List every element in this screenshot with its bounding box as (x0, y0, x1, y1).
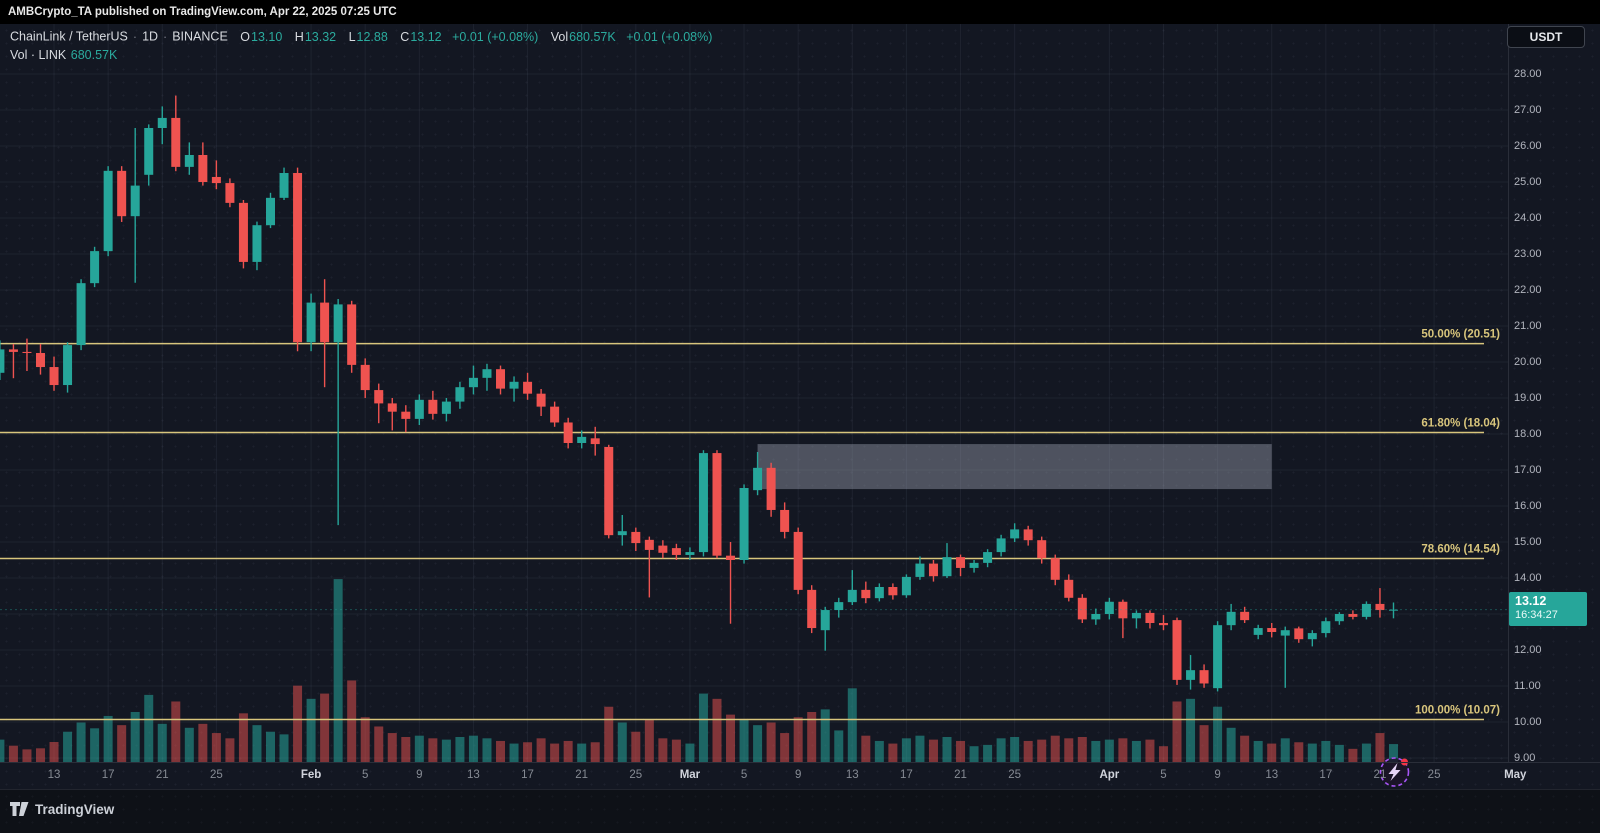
open-value: 13.10 (251, 29, 283, 44)
price-tick: 21.00 (1514, 320, 1542, 332)
time-tick: 13 (845, 769, 859, 781)
separator-dot: · (163, 29, 168, 44)
time-tick: 13 (467, 769, 480, 781)
price-tick: 19.00 (1514, 392, 1542, 404)
price-tick: 10.00 (1514, 716, 1542, 728)
fib-retracement[interactable]: 50.00% (20.51) 61.80% (18.04) 78.60% (14.5… (0, 329, 1500, 721)
candlestick-series (0, 95, 1398, 692)
last-price-value: 13.12 (1515, 594, 1547, 608)
time-tick: 21 (1373, 769, 1387, 781)
high-value: 13.32 (304, 29, 337, 44)
time-tick: 9 (794, 769, 802, 781)
bar-countdown: 16:34:27 (1515, 609, 1558, 621)
currency-label: USDT (1529, 30, 1563, 44)
price-tick: 17.00 (1514, 464, 1542, 476)
price-tick: 24.00 (1514, 212, 1542, 224)
tradingview-logo-icon (10, 802, 29, 816)
price-tick: 16.00 (1514, 500, 1542, 512)
time-tick: 25 (209, 769, 223, 781)
low-value: 12.88 (356, 29, 388, 44)
attribution-text: AMBCrypto_TA published on TradingView.co… (8, 6, 397, 18)
time-tick: 17 (900, 769, 913, 781)
symbol-header: ChainLink / TetherUS · 1D · BINANCE O13.10 H… (10, 29, 712, 62)
chart-background (0, 24, 1600, 790)
time-tick: 17 (1319, 769, 1333, 781)
price-tick: 18.00 (1514, 428, 1542, 440)
currency-toggle-button[interactable]: USDT (1507, 26, 1585, 48)
price-tick: 25.00 (1514, 176, 1542, 188)
volume-label: Vol (550, 29, 569, 44)
tradingview-logo-text: TradingView (35, 802, 115, 817)
tradingview-logo[interactable]: TradingView (10, 802, 114, 817)
time-tick: 13 (47, 769, 61, 781)
time-tick: 17 (101, 769, 115, 781)
price-tick: 11.00 (1514, 680, 1541, 692)
symbol-title[interactable]: ChainLink / TetherUS (10, 29, 128, 44)
time-tick: 5 (740, 769, 748, 781)
price-tick: 15.00 (1514, 536, 1542, 548)
volume-series (0, 579, 1398, 762)
open-label: O (240, 29, 251, 44)
price-tick: 12.00 (1514, 644, 1542, 656)
time-axis[interactable]: 13 17 21 25 Feb 5 9 13 17 21 25 Mar 5 9 13 17 21 25 Apr 5 9 1… (0, 762, 1600, 790)
time-tick: 25 (1008, 769, 1022, 781)
fib-label: 61.80% (18.04) (1421, 418, 1500, 430)
volume-change-value: +0.01 (+0.08%) (626, 29, 713, 44)
time-tick: 5 (362, 769, 369, 781)
price-tick: 23.00 (1514, 248, 1542, 260)
volume-indicator-value: 680.57K (70, 47, 118, 62)
grid (0, 24, 1508, 762)
volume-indicator-label[interactable]: Vol · LINK (10, 47, 67, 62)
fib-label: 50.00% (20.51) (1421, 329, 1500, 341)
time-tick: 9 (416, 769, 423, 781)
time-tick: 13 (1265, 769, 1279, 781)
bottom-bar: TradingView (0, 790, 1600, 833)
price-tick: 26.00 (1514, 140, 1542, 152)
time-tick: 5 (1160, 769, 1167, 781)
close-value: 13.12 (410, 29, 442, 44)
interval-label[interactable]: 1D (142, 29, 159, 44)
time-tick: 21 (575, 769, 589, 781)
time-tick: 17 (521, 769, 534, 781)
time-tick: 21 (954, 769, 967, 781)
change-value: +0.01 (+0.08%) (452, 29, 539, 44)
time-tick: 25 (1427, 769, 1441, 781)
price-tick: 28.00 (1514, 68, 1542, 80)
fib-label: 100.00% (10.07) (1415, 704, 1500, 716)
price-tick: 22.00 (1514, 284, 1542, 296)
time-tick: 9 (1214, 769, 1221, 781)
separator-dot: · (132, 29, 138, 44)
exchange-label: BINANCE (172, 29, 228, 44)
time-tick: Apr (1099, 769, 1120, 781)
attribution-bar: AMBCrypto_TA published on TradingView.co… (0, 0, 1600, 24)
close-label: C (400, 29, 410, 44)
time-tick: Mar (679, 769, 701, 781)
last-price-badge[interactable]: 13.12 16:34:27 (1509, 592, 1587, 626)
price-tick: 20.00 (1514, 356, 1542, 368)
time-tick: May (1504, 769, 1527, 781)
time-tick: 21 (155, 769, 169, 781)
fib-label: 78.60% (14.54) (1421, 544, 1500, 556)
time-tick: 25 (629, 769, 643, 781)
price-tick: 14.00 (1514, 572, 1542, 584)
price-tick: 9.00 (1514, 752, 1536, 764)
volume-value: 680.57K (569, 29, 616, 44)
price-tick: 27.00 (1514, 104, 1542, 116)
high-label: H (294, 29, 304, 44)
time-tick: Feb (300, 769, 322, 781)
price-axis[interactable]: 28.00 27.00 26.00 25.00 24.00 23.00 22.00 21.00… (1508, 24, 1600, 764)
range-box[interactable] (757, 444, 1272, 490)
low-label: L (348, 29, 356, 44)
